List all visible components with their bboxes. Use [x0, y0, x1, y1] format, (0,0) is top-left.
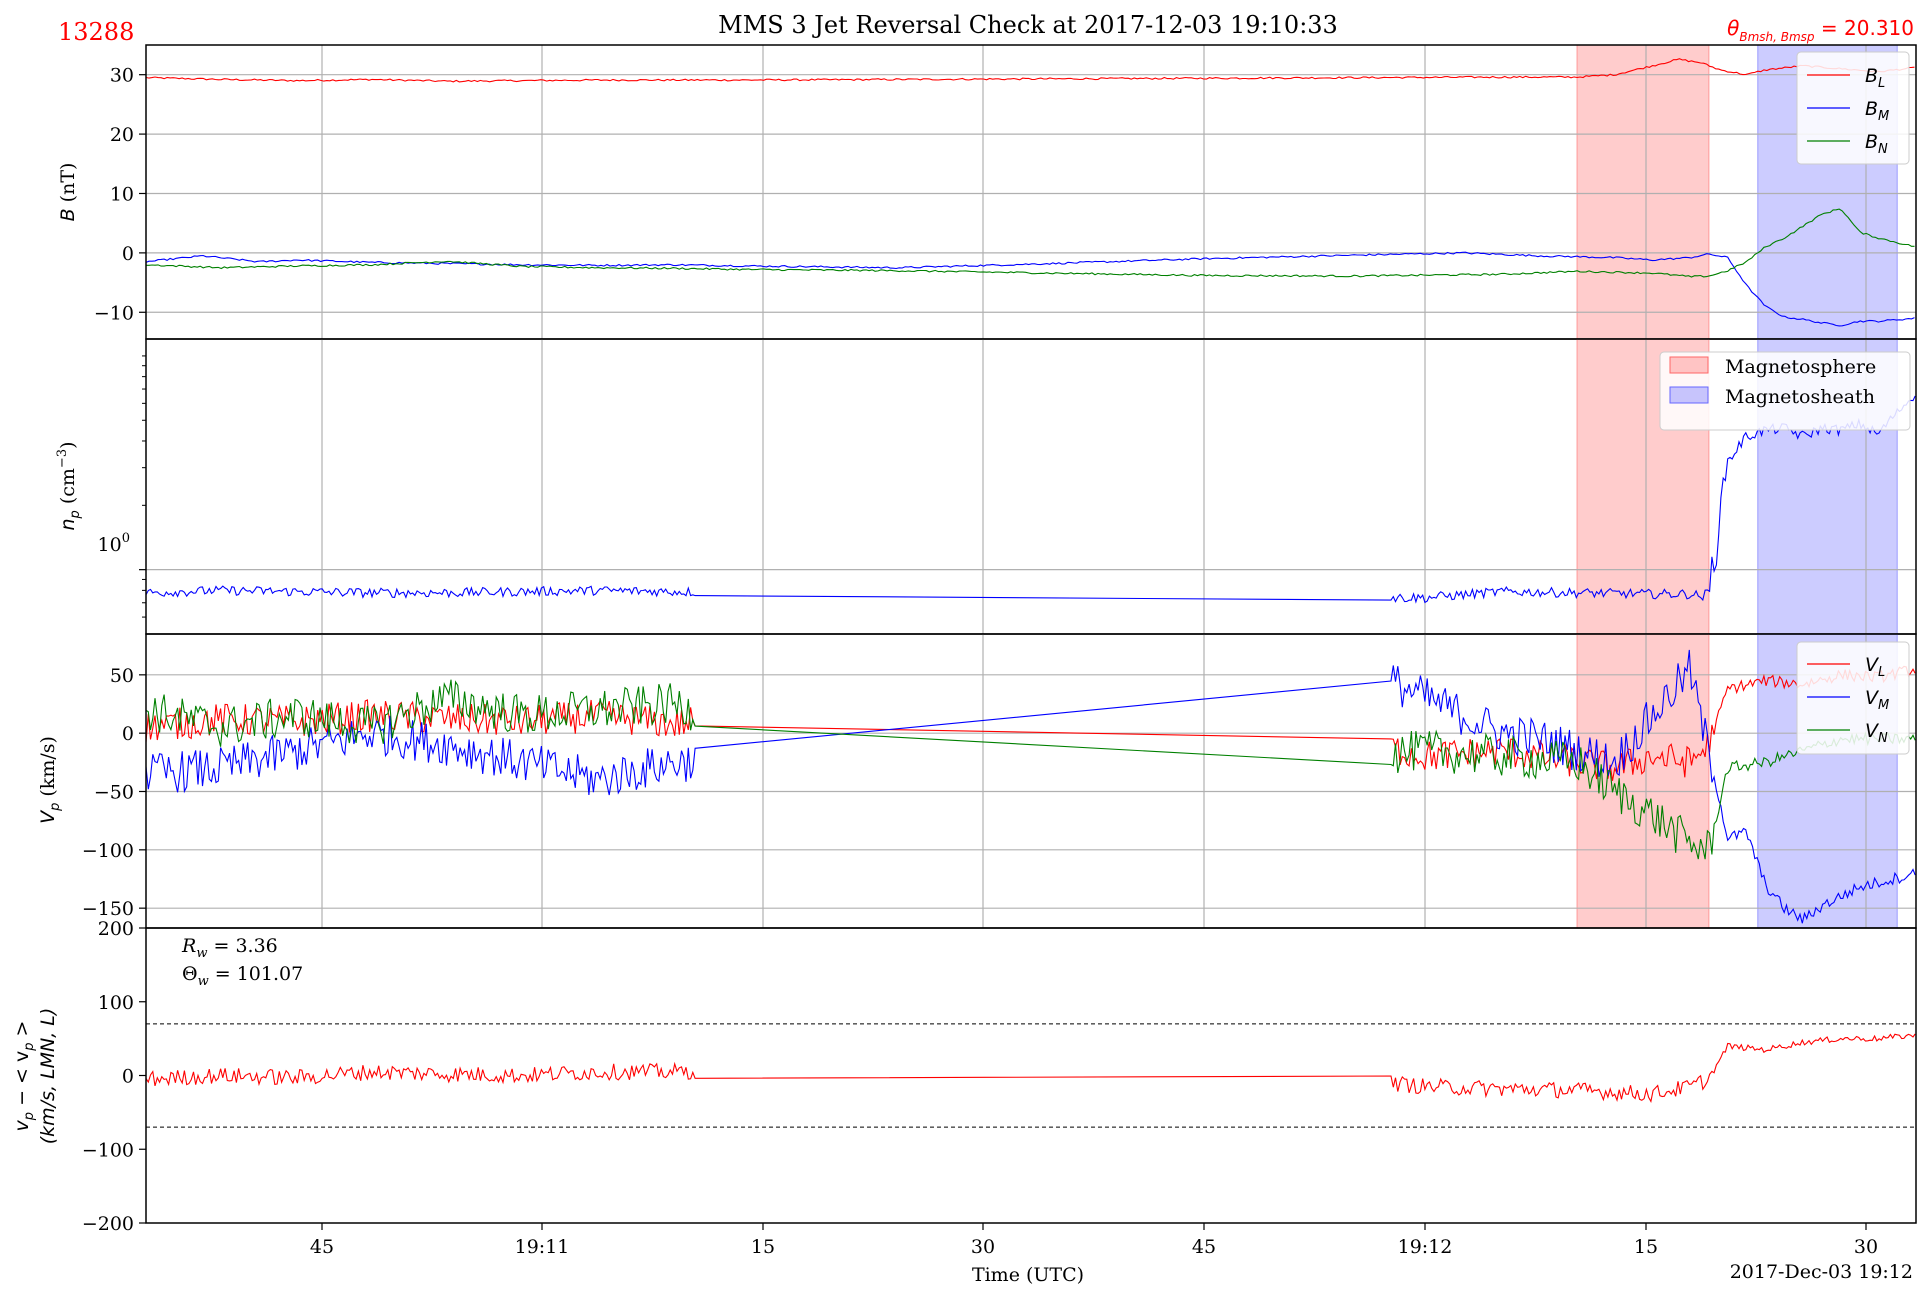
y-tick-label: −100 — [82, 1139, 134, 1161]
panel-np-density: 100 np (cm−3) Magnetosphere Magnetosheat… — [55, 338, 1917, 635]
legend-magnetosheath-swatch — [1669, 386, 1709, 404]
region-legend: Magnetosphere Magnetosheath — [1659, 351, 1911, 431]
y-tick-label: −100 — [82, 840, 134, 862]
series-line-n-p — [146, 395, 1916, 604]
panel-b-field: 30 20 10 0 −10 B (nT) BL BM BN — [57, 44, 1917, 340]
y-tick-label: 0 — [122, 1066, 134, 1088]
y-tick-label: 0 — [122, 243, 134, 265]
legend-magnetosheath-label: Magnetosheath — [1725, 386, 1875, 408]
theta-label: θBmsh, Bmsp = 20.310 — [1727, 16, 1914, 44]
legend-magnetosphere-label: Magnetosphere — [1725, 356, 1876, 378]
x-axis-label: Time (UTC) — [972, 1264, 1084, 1286]
panel-dvp-frame — [145, 927, 1917, 1224]
series-line-v-n — [146, 679, 1916, 860]
legend-bl-label: BL — [1865, 65, 1885, 91]
legend-bm-label: BM — [1865, 98, 1889, 124]
magnetosphere-band — [1576, 45, 1710, 339]
y-tick-label: −10 — [94, 302, 134, 324]
x-tick-label: 45 — [1192, 1236, 1216, 1258]
x-end-label: 2017-Dec-03 19:12 — [1730, 1261, 1913, 1283]
panel-dvp-deviation: 200 100 0 −100 −200 Rw = 3.36 Θw = 101.07 vp… — [11, 918, 1917, 1235]
series-line-b-l — [146, 58, 1915, 83]
panel-np-ytick-label: 100 — [98, 531, 130, 556]
event-id-label: 13288 — [58, 18, 134, 46]
x-tick-label: 30 — [1854, 1236, 1878, 1258]
y-tick-label: 20 — [110, 124, 134, 146]
y-tick-label: −200 — [82, 1213, 134, 1235]
y-tick-label: 30 — [110, 65, 134, 87]
chart-title: MMS 3 Jet Reversal Check at 2017-12-03 1… — [718, 11, 1338, 39]
y-tick-label: 50 — [110, 665, 134, 687]
x-tick-label: 30 — [971, 1236, 995, 1258]
x-tick-label: 19:12 — [1398, 1236, 1453, 1258]
y-tick-label: 0 — [122, 723, 134, 745]
series-line-v-m — [146, 649, 1916, 924]
x-tick-label: 45 — [310, 1236, 334, 1258]
annotation-theta-w: Θw = 101.07 — [182, 963, 303, 989]
series-line-v-p-v-p- — [146, 1033, 1916, 1103]
x-tick-label: 15 — [1634, 1236, 1658, 1258]
panel-np-ylabel: np (cm−3) — [55, 441, 83, 530]
legend-magnetosphere-swatch — [1669, 356, 1709, 374]
x-tick-label: 15 — [751, 1236, 775, 1258]
magnetosphere-band — [1576, 634, 1710, 928]
y-tick-label: 10 — [110, 183, 134, 205]
panel-dvp-ylabel-line2: (km/s, LMN, L) — [37, 1008, 59, 1145]
x-tick-label: 19:11 — [515, 1236, 570, 1258]
panel-vp-legend: VL VM VN — [1796, 641, 1910, 755]
y-tick-label: −150 — [82, 898, 134, 920]
series-line-b-n — [146, 208, 1915, 278]
panel-vp-ylabel: Vp (km/s) — [37, 736, 63, 824]
annotation-rw: Rw = 3.36 — [181, 935, 278, 961]
legend-vl-label: VL — [1865, 654, 1885, 680]
panel-b-ylabel: B (nT) — [57, 163, 79, 222]
series-line-b-m — [146, 251, 1915, 327]
legend-vn-label: VN — [1865, 720, 1888, 746]
y-tick-label: 200 — [98, 918, 134, 940]
y-tick-label: −50 — [94, 782, 134, 804]
panel-b-legend: BL BM BN — [1796, 51, 1910, 165]
panel-dvp-ylabel-line1: vp − < vp > — [11, 1021, 37, 1132]
y-tick-label: 100 — [98, 992, 134, 1014]
legend-bn-label: BN — [1865, 131, 1888, 157]
legend-vm-label: VM — [1865, 687, 1889, 713]
series-line-v-l — [146, 665, 1916, 781]
panel-vp-velocity: 50 0 −50 −100 −150 Vp (km/s) VL VM VN — [37, 633, 1917, 929]
